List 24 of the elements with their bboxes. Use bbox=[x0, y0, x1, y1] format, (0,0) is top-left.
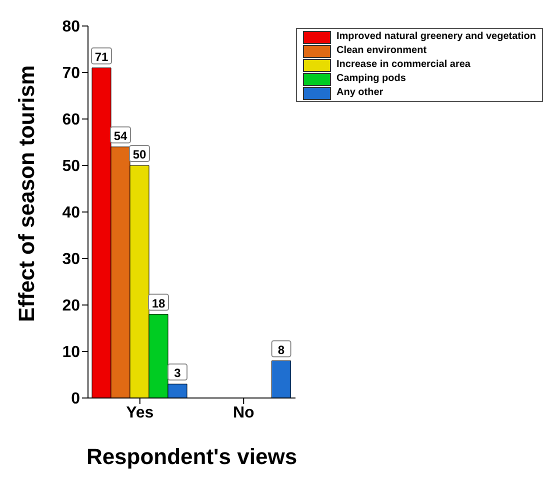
legend-label: Increase in commercial area bbox=[336, 58, 470, 72]
y-tick-label: 80 bbox=[62, 18, 80, 36]
legend-label: Clean environment bbox=[336, 44, 427, 58]
data-label: 8 bbox=[278, 342, 285, 357]
legend-label: Camping pods bbox=[336, 72, 406, 86]
y-tick-label: 60 bbox=[62, 112, 80, 129]
data-label: 50 bbox=[132, 148, 146, 162]
legend-label: Any other bbox=[336, 86, 384, 100]
data-label: 71 bbox=[94, 50, 108, 64]
x-axis-title: Respondent's views bbox=[86, 444, 298, 469]
y-tick-label: 0 bbox=[71, 390, 80, 408]
y-tick-label: 50 bbox=[62, 158, 80, 176]
y-tick-label: 70 bbox=[62, 65, 80, 82]
legend-label: Improved natural greenery and vegetation bbox=[336, 30, 536, 44]
x-tick-label: No bbox=[232, 404, 255, 422]
y-tick-label: 30 bbox=[62, 251, 80, 268]
y-tick-label: 20 bbox=[62, 298, 80, 315]
data-label: 3 bbox=[174, 366, 182, 380]
x-tick-label: Yes bbox=[126, 404, 154, 422]
data-label: 18 bbox=[152, 296, 166, 310]
y-tick-label: 10 bbox=[62, 344, 80, 362]
y-tick-label: 40 bbox=[62, 204, 80, 222]
data-label: 54 bbox=[114, 128, 128, 143]
y-axis-title: Effect of season tourism bbox=[14, 65, 39, 322]
